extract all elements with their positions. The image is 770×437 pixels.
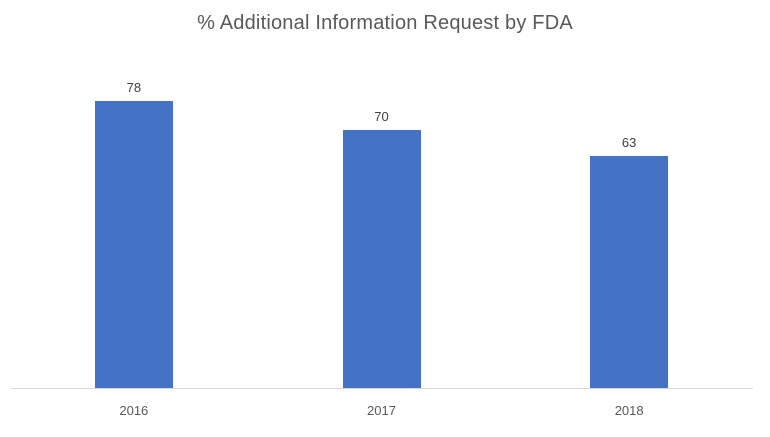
category-label-2017: 2017	[367, 403, 396, 418]
category-label-2018: 2018	[614, 403, 644, 418]
bar-2018[interactable]	[590, 156, 668, 388]
category-label-2016: 2016	[119, 403, 149, 418]
bar-2017[interactable]	[343, 130, 421, 388]
value-label-2017: 70	[374, 109, 389, 124]
x-axis-line	[10, 388, 753, 389]
value-label-2016: 78	[126, 80, 142, 95]
bar-2016[interactable]	[95, 101, 173, 388]
value-label-2018: 63	[621, 135, 637, 150]
chart-title: % Additional Information Request by FDA	[197, 12, 573, 34]
